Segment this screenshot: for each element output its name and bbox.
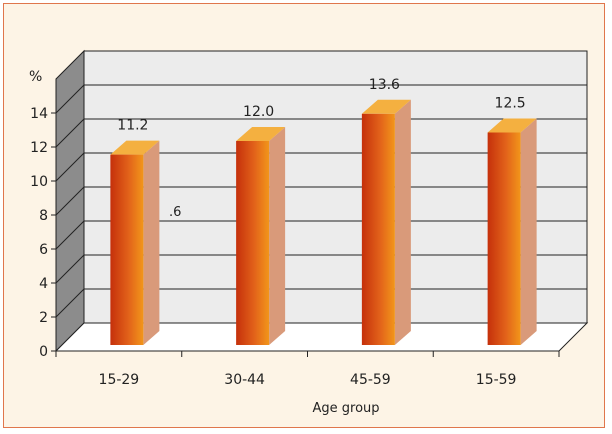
gridline-diagonal <box>55 84 85 114</box>
gridline-diagonal <box>55 288 85 318</box>
bar-top <box>236 127 286 141</box>
bar-top <box>110 140 160 155</box>
bar-side <box>269 127 286 345</box>
data-label: 11.2 <box>117 118 148 134</box>
gridline-diagonal <box>55 186 85 216</box>
bar-45-59: 13.6 <box>361 77 411 345</box>
y-tick-label: 0 <box>39 344 48 360</box>
data-label: 13.6 <box>369 77 400 93</box>
x-tick-label: 15-59 <box>476 372 517 388</box>
y-tick-label: 6 <box>39 242 48 258</box>
chart-frame: 0 2 4 6 8 10 12 14 11.2 12.0 13.6 12.5 15-29 30-44 4… <box>3 3 605 428</box>
gridline-diagonal <box>55 254 85 284</box>
bar-30-44: 12.0 <box>236 104 286 345</box>
bar-side <box>143 140 160 345</box>
bar-front <box>236 141 270 345</box>
stray-label: .6 <box>169 205 181 220</box>
data-label: 12.5 <box>495 96 526 112</box>
bar-15-59: 12.5 <box>487 96 537 345</box>
bar-top <box>361 99 411 114</box>
gridline-diagonal <box>55 152 85 182</box>
x-axis: 15-29 30-44 45-59 15-59 <box>55 351 560 388</box>
data-label: 12.0 <box>243 104 274 120</box>
y-tick-label: 14 <box>30 106 48 122</box>
x-tick-label: 45-59 <box>350 372 391 388</box>
bar-front <box>361 113 395 345</box>
bar-15-29: 11.2 <box>110 118 160 345</box>
y-tick-label: 2 <box>39 310 48 326</box>
y-tick-label: 8 <box>39 208 48 224</box>
bar-chart: 0 2 4 6 8 10 12 14 11.2 12.0 13.6 12.5 15-29 30-44 4… <box>29 49 589 416</box>
y-axis-ticks: 0 2 4 6 8 10 12 14 <box>30 79 57 360</box>
bar-front <box>487 132 521 345</box>
floor <box>54 322 589 352</box>
y-tick-label: 4 <box>39 276 48 292</box>
y-tick-label: 12 <box>30 140 48 156</box>
y-axis-label: % <box>29 69 42 85</box>
x-axis-label: Age group <box>312 401 379 416</box>
y-tick-label: 10 <box>30 174 48 190</box>
bars: 11.2 12.0 13.6 12.5 <box>110 77 537 345</box>
bar-side <box>520 118 537 345</box>
bar-top <box>487 118 537 133</box>
x-tick-label: 30-44 <box>224 372 265 388</box>
x-tick-label: 15-29 <box>99 372 140 388</box>
gridline-diagonal <box>55 220 85 250</box>
bar-side <box>394 99 411 345</box>
gridline-diagonal <box>55 118 85 148</box>
bar-front <box>110 154 144 345</box>
